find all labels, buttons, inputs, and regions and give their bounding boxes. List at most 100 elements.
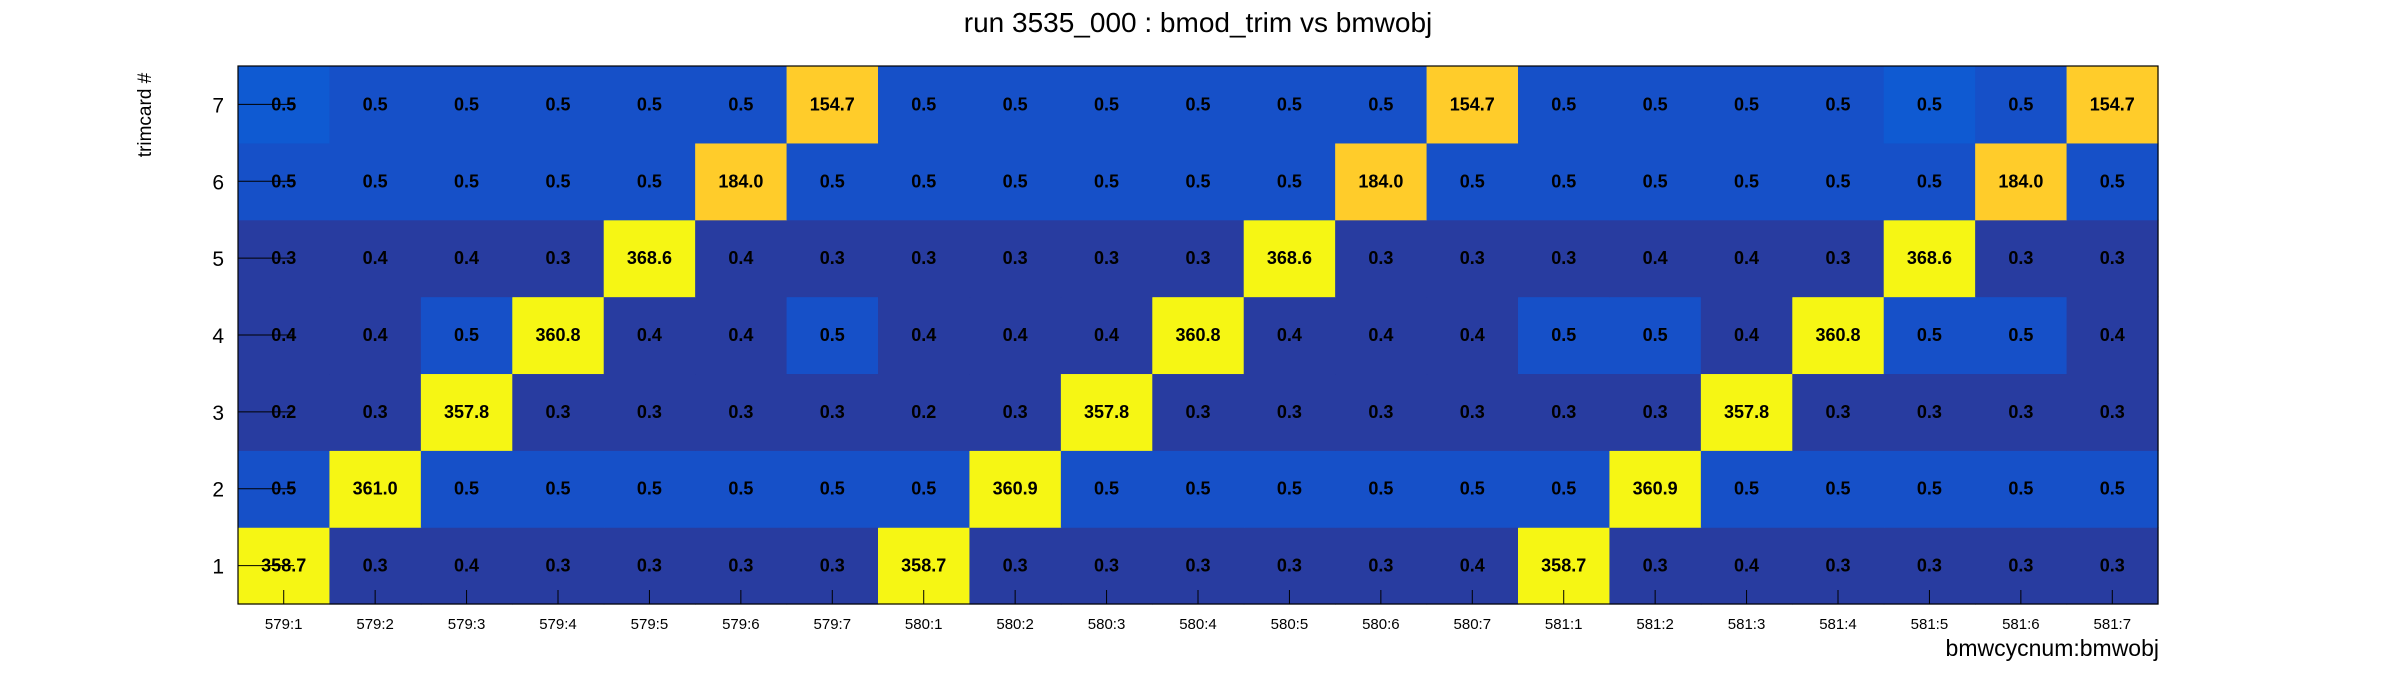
cell-value-label: 0.4 (1734, 325, 1759, 345)
cell-value-label: 0.3 (1825, 402, 1850, 422)
cell-value-label: 0.3 (1460, 402, 1485, 422)
heatmap-cell (1609, 373, 1702, 451)
heatmap-cell (512, 450, 605, 528)
heatmap-cell (1060, 296, 1153, 375)
y-tick-label: 2 (212, 479, 224, 502)
cell-value-label: 0.5 (1185, 171, 1210, 191)
cell-value-label: 0.2 (911, 402, 936, 422)
heatmap-cell (1152, 219, 1245, 298)
cell-value-label: 0.5 (545, 171, 570, 191)
heatmap-cell (603, 373, 696, 451)
cell-value-label: 0.3 (545, 556, 570, 576)
cell-value-label: 0.3 (1460, 248, 1485, 268)
heatmap-cell (329, 373, 422, 451)
heatmap-cell (1975, 296, 2068, 375)
cell-value-label: 0.5 (1460, 171, 1485, 191)
cell-value-label: 0.3 (1003, 248, 1028, 268)
cell-value-label: 0.4 (454, 556, 479, 576)
cell-value-label: 358.7 (1541, 556, 1586, 576)
cell-value-label: 0.4 (363, 325, 388, 345)
heatmap-cell (1243, 450, 1336, 528)
cell-value-label: 0.4 (1734, 556, 1759, 576)
cell-value-label: 0.5 (637, 94, 662, 114)
cell-value-label: 0.5 (1643, 94, 1668, 114)
x-tick-label: 580:1 (905, 616, 943, 633)
cell-value-label: 154.7 (1450, 94, 1495, 114)
heatmap-cell (420, 66, 513, 144)
heatmap-cell (969, 373, 1062, 451)
cell-value-label: 368.6 (627, 248, 672, 268)
cell-value-label: 0.5 (1734, 479, 1759, 499)
cell-value-label: 360.8 (1815, 325, 1860, 345)
heatmap-cell (1335, 219, 1428, 298)
heatmap-cell (1152, 66, 1245, 144)
heatmap-cell (969, 219, 1062, 298)
cell-value-label: 0.5 (1460, 479, 1485, 499)
heatmap-cell (329, 219, 422, 298)
cell-value-label: 0.4 (454, 248, 479, 268)
cell-value-label: 0.3 (637, 402, 662, 422)
heatmap-cell (1243, 296, 1336, 375)
heatmap-cell (1609, 219, 1702, 298)
cell-value-label: 0.5 (820, 171, 845, 191)
y-tick-label: 5 (212, 248, 224, 271)
cell-value-label: 0.5 (1277, 171, 1302, 191)
heatmap-cell (603, 450, 696, 528)
heatmap-cell (969, 142, 1062, 221)
cell-value-label: 0.3 (1277, 556, 1302, 576)
heatmap-cell (1609, 66, 1702, 144)
cell-value-label: 358.7 (901, 556, 946, 576)
cell-value-label: 0.5 (1643, 171, 1668, 191)
heatmap-cell (512, 66, 605, 144)
cell-value-label: 154.7 (810, 94, 855, 114)
x-tick-label: 581:2 (1636, 616, 1674, 633)
cell-value-label: 360.9 (1633, 479, 1678, 499)
heatmap-cell (1700, 142, 1793, 221)
heatmap-cell (1883, 450, 1976, 528)
heatmap-cell (1060, 219, 1153, 298)
cell-value-label: 0.5 (1643, 325, 1668, 345)
heatmap-cell (1243, 142, 1336, 221)
cell-value-label: 0.5 (1094, 171, 1119, 191)
heatmap-cell (1335, 296, 1428, 375)
heatmap-cell (329, 142, 422, 221)
heatmap-cell (1426, 450, 1519, 528)
cell-value-label: 361.0 (353, 479, 398, 499)
cell-value-label: 0.5 (363, 94, 388, 114)
x-tick-label: 581:1 (1545, 616, 1583, 633)
cell-value-label: 0.5 (1917, 479, 1942, 499)
cell-value-label: 184.0 (718, 171, 763, 191)
cell-value-label: 0.4 (728, 248, 753, 268)
cell-value-label: 0.3 (1185, 402, 1210, 422)
cell-value-label: 0.5 (911, 171, 936, 191)
heatmap-cell (1975, 373, 2068, 451)
cell-value-label: 0.5 (1277, 94, 1302, 114)
cell-value-label: 0.3 (363, 402, 388, 422)
heatmap-cell (1518, 373, 1611, 451)
cell-value-label: 0.3 (2100, 248, 2125, 268)
heatmap-cell (1518, 66, 1611, 144)
heatmap-cell (878, 66, 971, 144)
cell-value-label: 0.5 (1368, 479, 1393, 499)
heatmap-cell (1883, 373, 1976, 451)
heatmap-cell (329, 66, 422, 144)
cell-value-label: 0.3 (728, 556, 753, 576)
heatmap-cell (969, 450, 1062, 528)
cell-value-label: 0.5 (1094, 479, 1119, 499)
cell-value-label: 0.5 (1368, 94, 1393, 114)
heatmap-cell (1060, 450, 1153, 528)
cell-value-label: 0.4 (2100, 325, 2125, 345)
cell-value-label: 0.4 (1734, 248, 1759, 268)
cell-value-label: 0.5 (2008, 325, 2033, 345)
heatmap-cell (1152, 142, 1245, 221)
cell-value-label: 0.5 (1551, 479, 1576, 499)
cell-value-label: 357.8 (1084, 402, 1129, 422)
heatmap-cell (603, 66, 696, 144)
cell-value-label: 0.5 (820, 479, 845, 499)
heatmap-cell (1060, 373, 1153, 451)
cell-value-label: 0.5 (2100, 479, 2125, 499)
x-tick-label: 580:3 (1088, 616, 1126, 633)
cell-value-label: 0.5 (820, 325, 845, 345)
heatmap-cell (1883, 66, 1976, 144)
cell-value-label: 0.3 (545, 248, 570, 268)
